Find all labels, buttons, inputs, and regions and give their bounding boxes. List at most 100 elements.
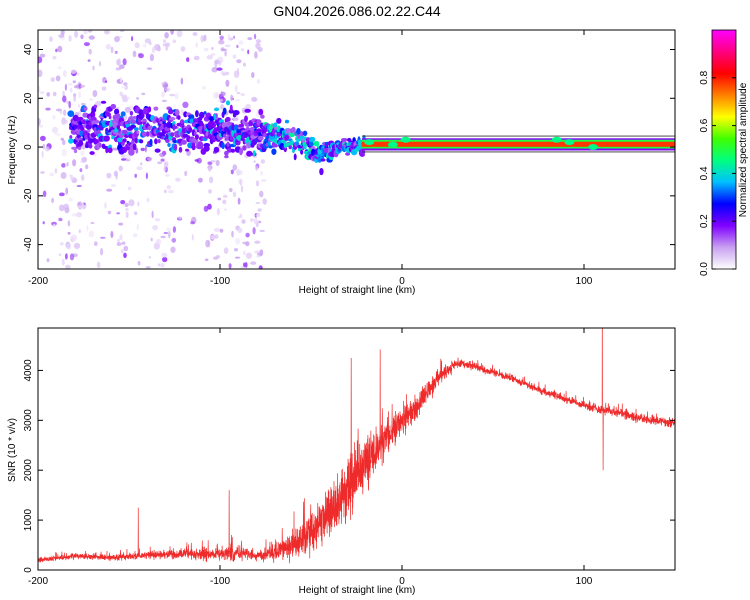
spectrogram-band-cell: [157, 139, 161, 144]
spectrogram-noise-cell: [211, 47, 214, 50]
spectrogram-noise-cell: [247, 49, 250, 55]
spectrogram-noise-cell: [161, 82, 165, 85]
spectrogram-noise-cell: [196, 157, 202, 164]
spectrogram-noise-cell: [52, 223, 56, 228]
spectrogram-noise-cell: [39, 53, 46, 58]
spectrogram-noise-cell: [88, 30, 93, 33]
spectrogram-noise-cell: [52, 91, 57, 97]
spectrogram-noise-cell: [145, 172, 148, 180]
spectrogram-noise-cell: [178, 216, 182, 220]
spectrogram-band-cell: [194, 134, 199, 140]
spectrogram-band-cell: [69, 135, 73, 140]
spectrogram-noise-cell: [207, 161, 213, 165]
spectrogram-band-cell: [273, 122, 278, 128]
spectrogram-band-cell: [309, 141, 314, 147]
spectrogram-band-cell: [244, 108, 251, 113]
spectrogram-noise-cell: [93, 241, 98, 247]
x-tick-label: -100: [210, 576, 230, 587]
spectrogram-band-cell: [273, 143, 278, 148]
spectrogram-noise-cell: [193, 55, 200, 61]
y-tick-label: 0: [23, 567, 34, 573]
spectrogram-noise-cell: [163, 189, 167, 194]
spectrogram-noise-cell: [180, 109, 185, 116]
spectrogram-band-cell: [300, 149, 304, 155]
spectrogram-noise-cell: [254, 51, 258, 59]
spectrogram-band-cell: [169, 117, 176, 121]
spectrogram-noise-cell: [142, 43, 147, 48]
spectrogram-noise-cell: [135, 147, 139, 154]
spectrogram-band-cell: [78, 139, 84, 147]
spectrogram-noise-cell: [240, 265, 245, 269]
spectrogram-noise-cell: [260, 179, 267, 182]
spectrogram-band-cell: [134, 137, 138, 144]
spectrogram-noise-cell: [72, 80, 77, 84]
spectrogram-noise-cell: [73, 148, 78, 154]
spectrogram-noise-cell: [80, 102, 86, 106]
spectrogram-noise-cell: [55, 108, 63, 112]
spectrogram-noise-cell: [55, 48, 58, 53]
spectrogram-band-cell: [146, 131, 150, 137]
spectrogram-noise-cell: [236, 44, 239, 49]
spectrogram-band-cell: [311, 136, 316, 143]
spectrogram-noise-cell: [140, 162, 143, 166]
spectrogram-noise-cell: [41, 150, 44, 158]
spectrogram-noise-cell: [58, 253, 62, 256]
spectrogram-noise-cell: [59, 110, 63, 115]
spectrogram-band-cell: [320, 158, 326, 162]
spectrogram-noise-cell: [68, 101, 71, 109]
spectrogram-noise-cell: [46, 92, 50, 97]
spectrogram-noise-cell: [124, 106, 131, 113]
spectrogram-band-cell: [224, 150, 229, 156]
spectrogram-noise-cell: [245, 232, 250, 238]
carrier-blob: [387, 141, 398, 148]
spectrogram-band-cell: [284, 134, 290, 141]
spectrogram-noise-cell: [252, 227, 256, 235]
spectrogram-noise-cell: [225, 71, 230, 76]
spectrogram-frame: [37, 29, 676, 270]
spectrogram-noise-cell: [141, 92, 146, 96]
carrier-core: [361, 141, 675, 147]
spectrogram-noise-cell: [240, 93, 246, 96]
spectrogram-band-cell: [289, 140, 295, 146]
spectrogram-noise-cell: [69, 87, 73, 93]
spectrogram-noise-cell: [38, 56, 43, 64]
spectrogram-noise-cell: [234, 85, 238, 93]
spectrogram-noise-cell: [169, 93, 176, 97]
spectrogram-noise-cell: [203, 205, 209, 212]
colorbar-tick-label: 0.8: [699, 70, 710, 84]
colorbar-tick-label: 0.0: [699, 262, 710, 276]
y-tick-label: 1000: [23, 509, 34, 532]
spectrogram-band-cell: [72, 114, 79, 122]
spectrogram-noise-cell: [211, 66, 218, 73]
spectrogram-noise-cell: [71, 213, 78, 217]
colorbar-tick-label: 0.6: [699, 118, 710, 132]
spectrogram-noise-cell: [42, 143, 46, 150]
spectrogram-noise-cell: [121, 94, 128, 99]
spectrogram-noise-cell: [220, 104, 225, 110]
spectrogram-band-cell: [242, 145, 247, 151]
spectrogram-band-cell: [195, 110, 199, 118]
spectrogram-noise-cell: [257, 208, 262, 212]
spectrogram-noise-cell: [160, 262, 165, 268]
spectrogram-noise-cell: [120, 200, 126, 205]
spectrogram-noise-cell: [221, 91, 226, 96]
spectrogram-noise-cell: [42, 190, 47, 198]
spectrogram-band-cell: [313, 140, 320, 147]
spectrogram-noise-cell: [155, 238, 162, 245]
spectrogram-band-cell: [136, 130, 140, 134]
colorbar-tick-label: 0.2: [699, 214, 710, 228]
spectrogram-band-cell: [244, 115, 248, 122]
spectrogram-noise-cell: [244, 262, 248, 268]
spectrogram-band-cell: [167, 143, 171, 147]
spectrogram-noise-cell: [217, 197, 222, 201]
spectrogram-band-cell: [165, 138, 170, 143]
spectrogram-noise-cell: [58, 217, 63, 222]
spectrogram-band-cell: [302, 130, 308, 136]
y-tick-label: 0: [23, 144, 34, 150]
spectrogram-noise-cell: [70, 69, 77, 74]
spectrogram-noise-cell: [57, 45, 63, 53]
spectrogram-band-cell: [229, 104, 233, 112]
spectrogram-noise-cell: [60, 137, 65, 141]
spectrogram-noise-cell: [40, 135, 46, 142]
spectrogram-noise-cell: [262, 198, 267, 205]
